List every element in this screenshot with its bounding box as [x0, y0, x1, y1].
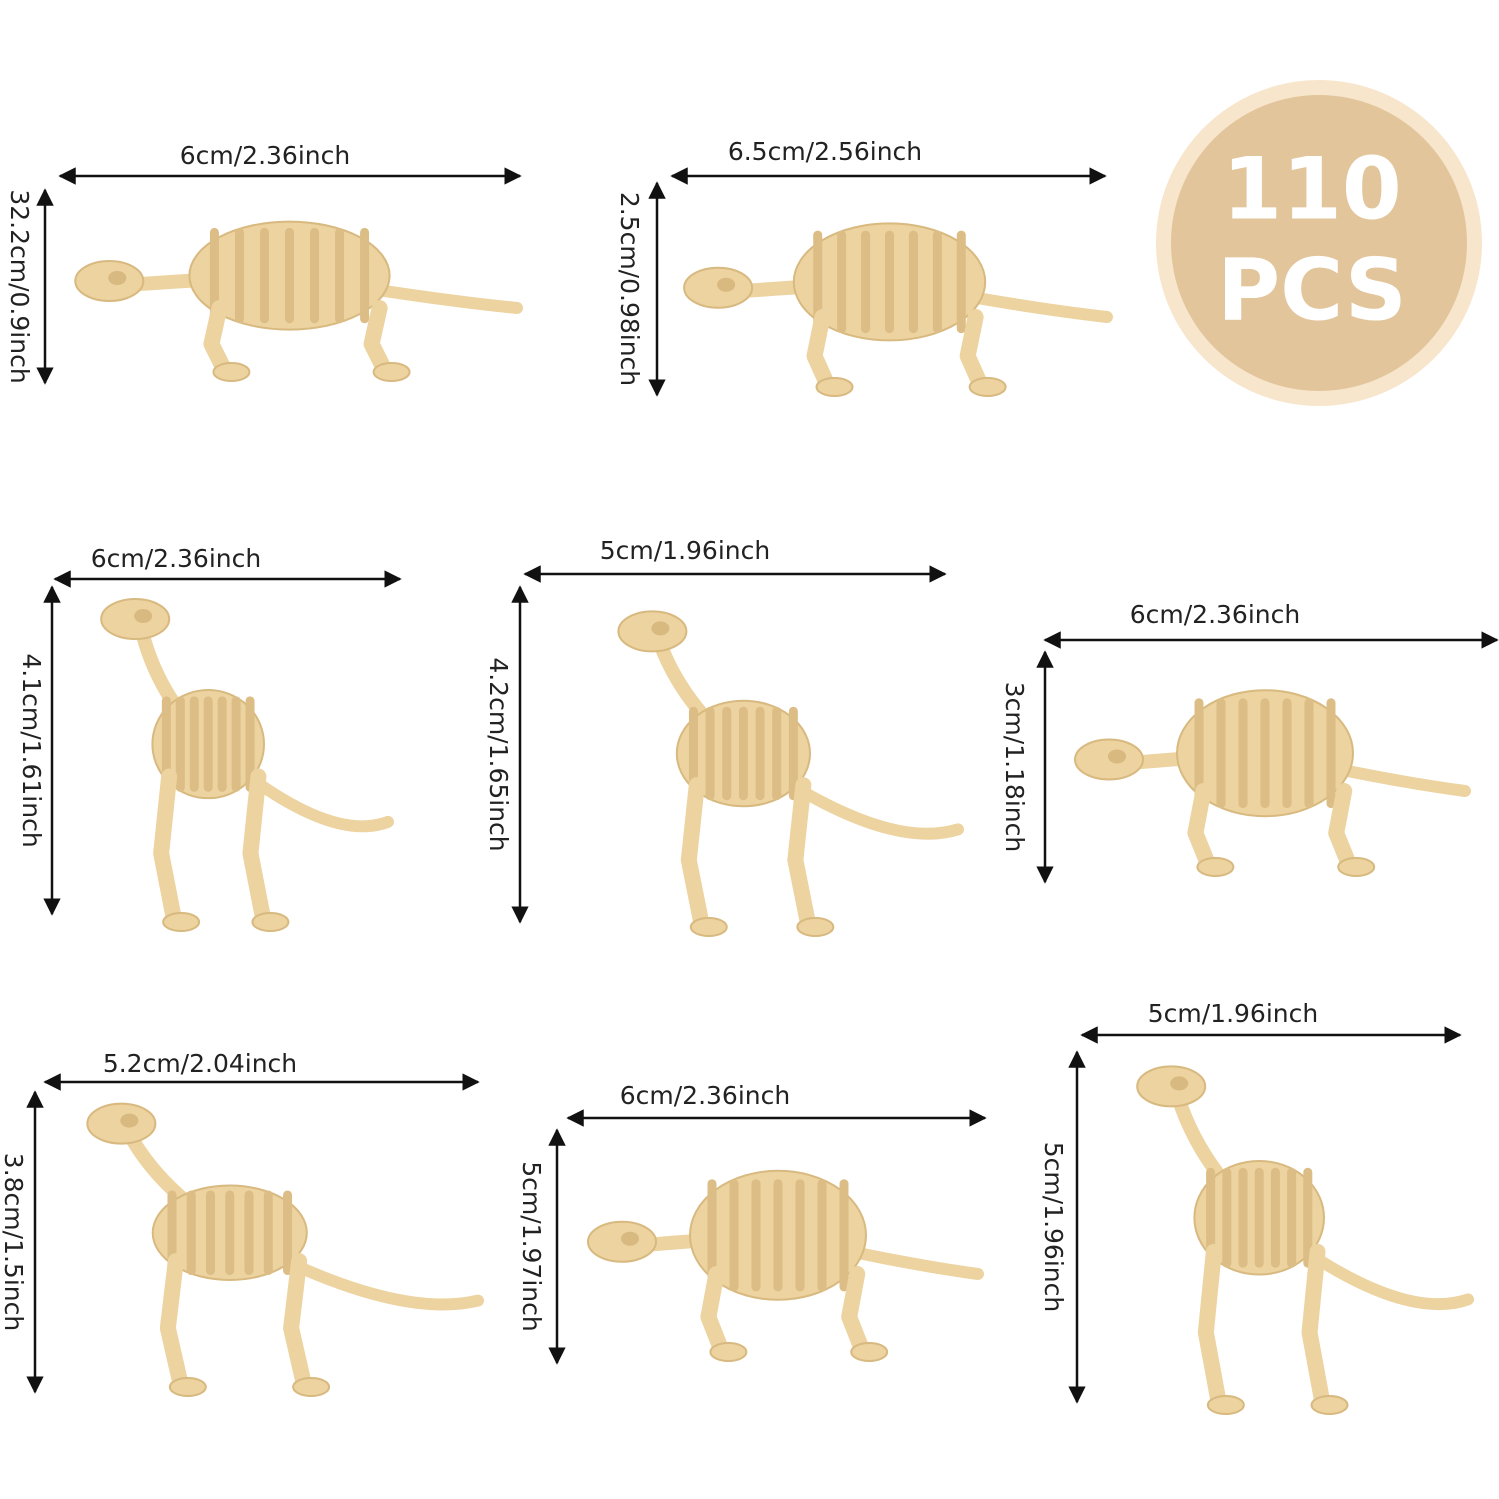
badge: 110 PCS	[1156, 80, 1482, 406]
eye-socket	[1170, 1076, 1189, 1091]
foot	[1337, 857, 1376, 877]
height-label: 2.5cm/0.98inch	[615, 192, 644, 386]
item: 5.2cm/2.04inch 3.8cm/1.5inch	[0, 1049, 484, 1397]
leg	[242, 768, 272, 928]
item: 5cm/1.96inch 4.2cm/1.65inch	[484, 536, 964, 937]
width-label: 6.5cm/2.56inch	[728, 137, 922, 166]
width-label: 5.2cm/2.04inch	[103, 1049, 297, 1078]
foot	[162, 912, 201, 932]
foot	[212, 362, 251, 382]
eye-socket	[651, 621, 670, 636]
dinosaur-skeleton	[86, 1102, 484, 1397]
dinosaur-skeleton	[74, 220, 523, 382]
item: 6cm/2.36inch 3cm/1.18inch	[1000, 600, 1499, 884]
eye-socket	[621, 1231, 639, 1246]
foot	[1310, 1395, 1349, 1415]
height-label: 32.2cm/0.9inch	[5, 189, 34, 383]
leg	[363, 300, 393, 378]
foot	[292, 1377, 331, 1397]
dinosaur-skeleton	[683, 222, 1113, 397]
dinosaur-skeleton	[617, 610, 964, 937]
item: 5cm/1.96inch 5cm/1.96inch	[1039, 999, 1474, 1415]
item: 6cm/2.36inch 4.1cm/1.61inch	[17, 544, 402, 932]
height-label: 5cm/1.97inch	[517, 1161, 546, 1331]
width-label: 5cm/1.96inch	[600, 536, 770, 565]
leg	[841, 1266, 871, 1358]
foot	[168, 1377, 207, 1397]
height-label: 4.1cm/1.61inch	[17, 653, 46, 847]
foot	[850, 1342, 889, 1362]
badge-unit: PCS	[1217, 240, 1407, 340]
width-label: 6cm/2.36inch	[620, 1081, 790, 1110]
width-label: 6cm/2.36inch	[1130, 600, 1300, 629]
item: 6cm/2.36inch 5cm/1.97inch	[517, 1081, 987, 1365]
leg	[203, 300, 233, 378]
eye-socket	[120, 1113, 139, 1128]
leg	[159, 1253, 189, 1393]
leg	[153, 768, 183, 928]
leg	[806, 309, 836, 393]
height-label: 4.2cm/1.65inch	[484, 657, 513, 851]
item: 6.5cm/2.56inch 2.5cm/0.98inch	[615, 137, 1113, 397]
leg	[1187, 783, 1217, 873]
badge-count: 110	[1222, 139, 1402, 239]
leg	[283, 1253, 313, 1393]
foot	[251, 912, 290, 932]
leg	[1301, 1243, 1331, 1411]
dinosaur-skeleton	[1074, 689, 1471, 877]
width-label: 5cm/1.96inch	[1148, 999, 1318, 1028]
height-label: 5cm/1.96inch	[1039, 1142, 1068, 1312]
dinosaur-skeleton	[587, 1169, 984, 1362]
eye-socket	[134, 609, 153, 624]
foot	[709, 1342, 748, 1362]
height-label: 3.8cm/1.5inch	[0, 1153, 28, 1331]
leg	[680, 777, 710, 933]
eye-socket	[1108, 749, 1126, 764]
eye-socket	[717, 277, 736, 292]
leg	[1197, 1243, 1227, 1411]
leg	[787, 777, 817, 933]
leg	[1328, 783, 1358, 873]
foot	[815, 377, 854, 397]
leg	[959, 309, 989, 393]
width-label: 6cm/2.36inch	[180, 141, 350, 170]
foot	[968, 377, 1007, 397]
height-label: 3cm/1.18inch	[1000, 682, 1029, 852]
foot	[372, 362, 411, 382]
badge-inner	[1171, 95, 1467, 391]
item: 6cm/2.36inch 32.2cm/0.9inch	[5, 141, 523, 385]
eye-socket	[108, 271, 127, 285]
items: 6cm/2.36inch 32.2cm/0.9inch 6.5cm/2.56inch…	[0, 137, 1499, 1415]
foot	[796, 917, 835, 937]
dinosaur-skeleton	[1136, 1065, 1474, 1415]
foot	[689, 917, 728, 937]
foot	[1196, 857, 1235, 877]
leg	[700, 1266, 730, 1358]
foot	[1206, 1395, 1245, 1415]
width-label: 6cm/2.36inch	[91, 544, 261, 573]
dinosaur-skeleton	[100, 598, 394, 932]
